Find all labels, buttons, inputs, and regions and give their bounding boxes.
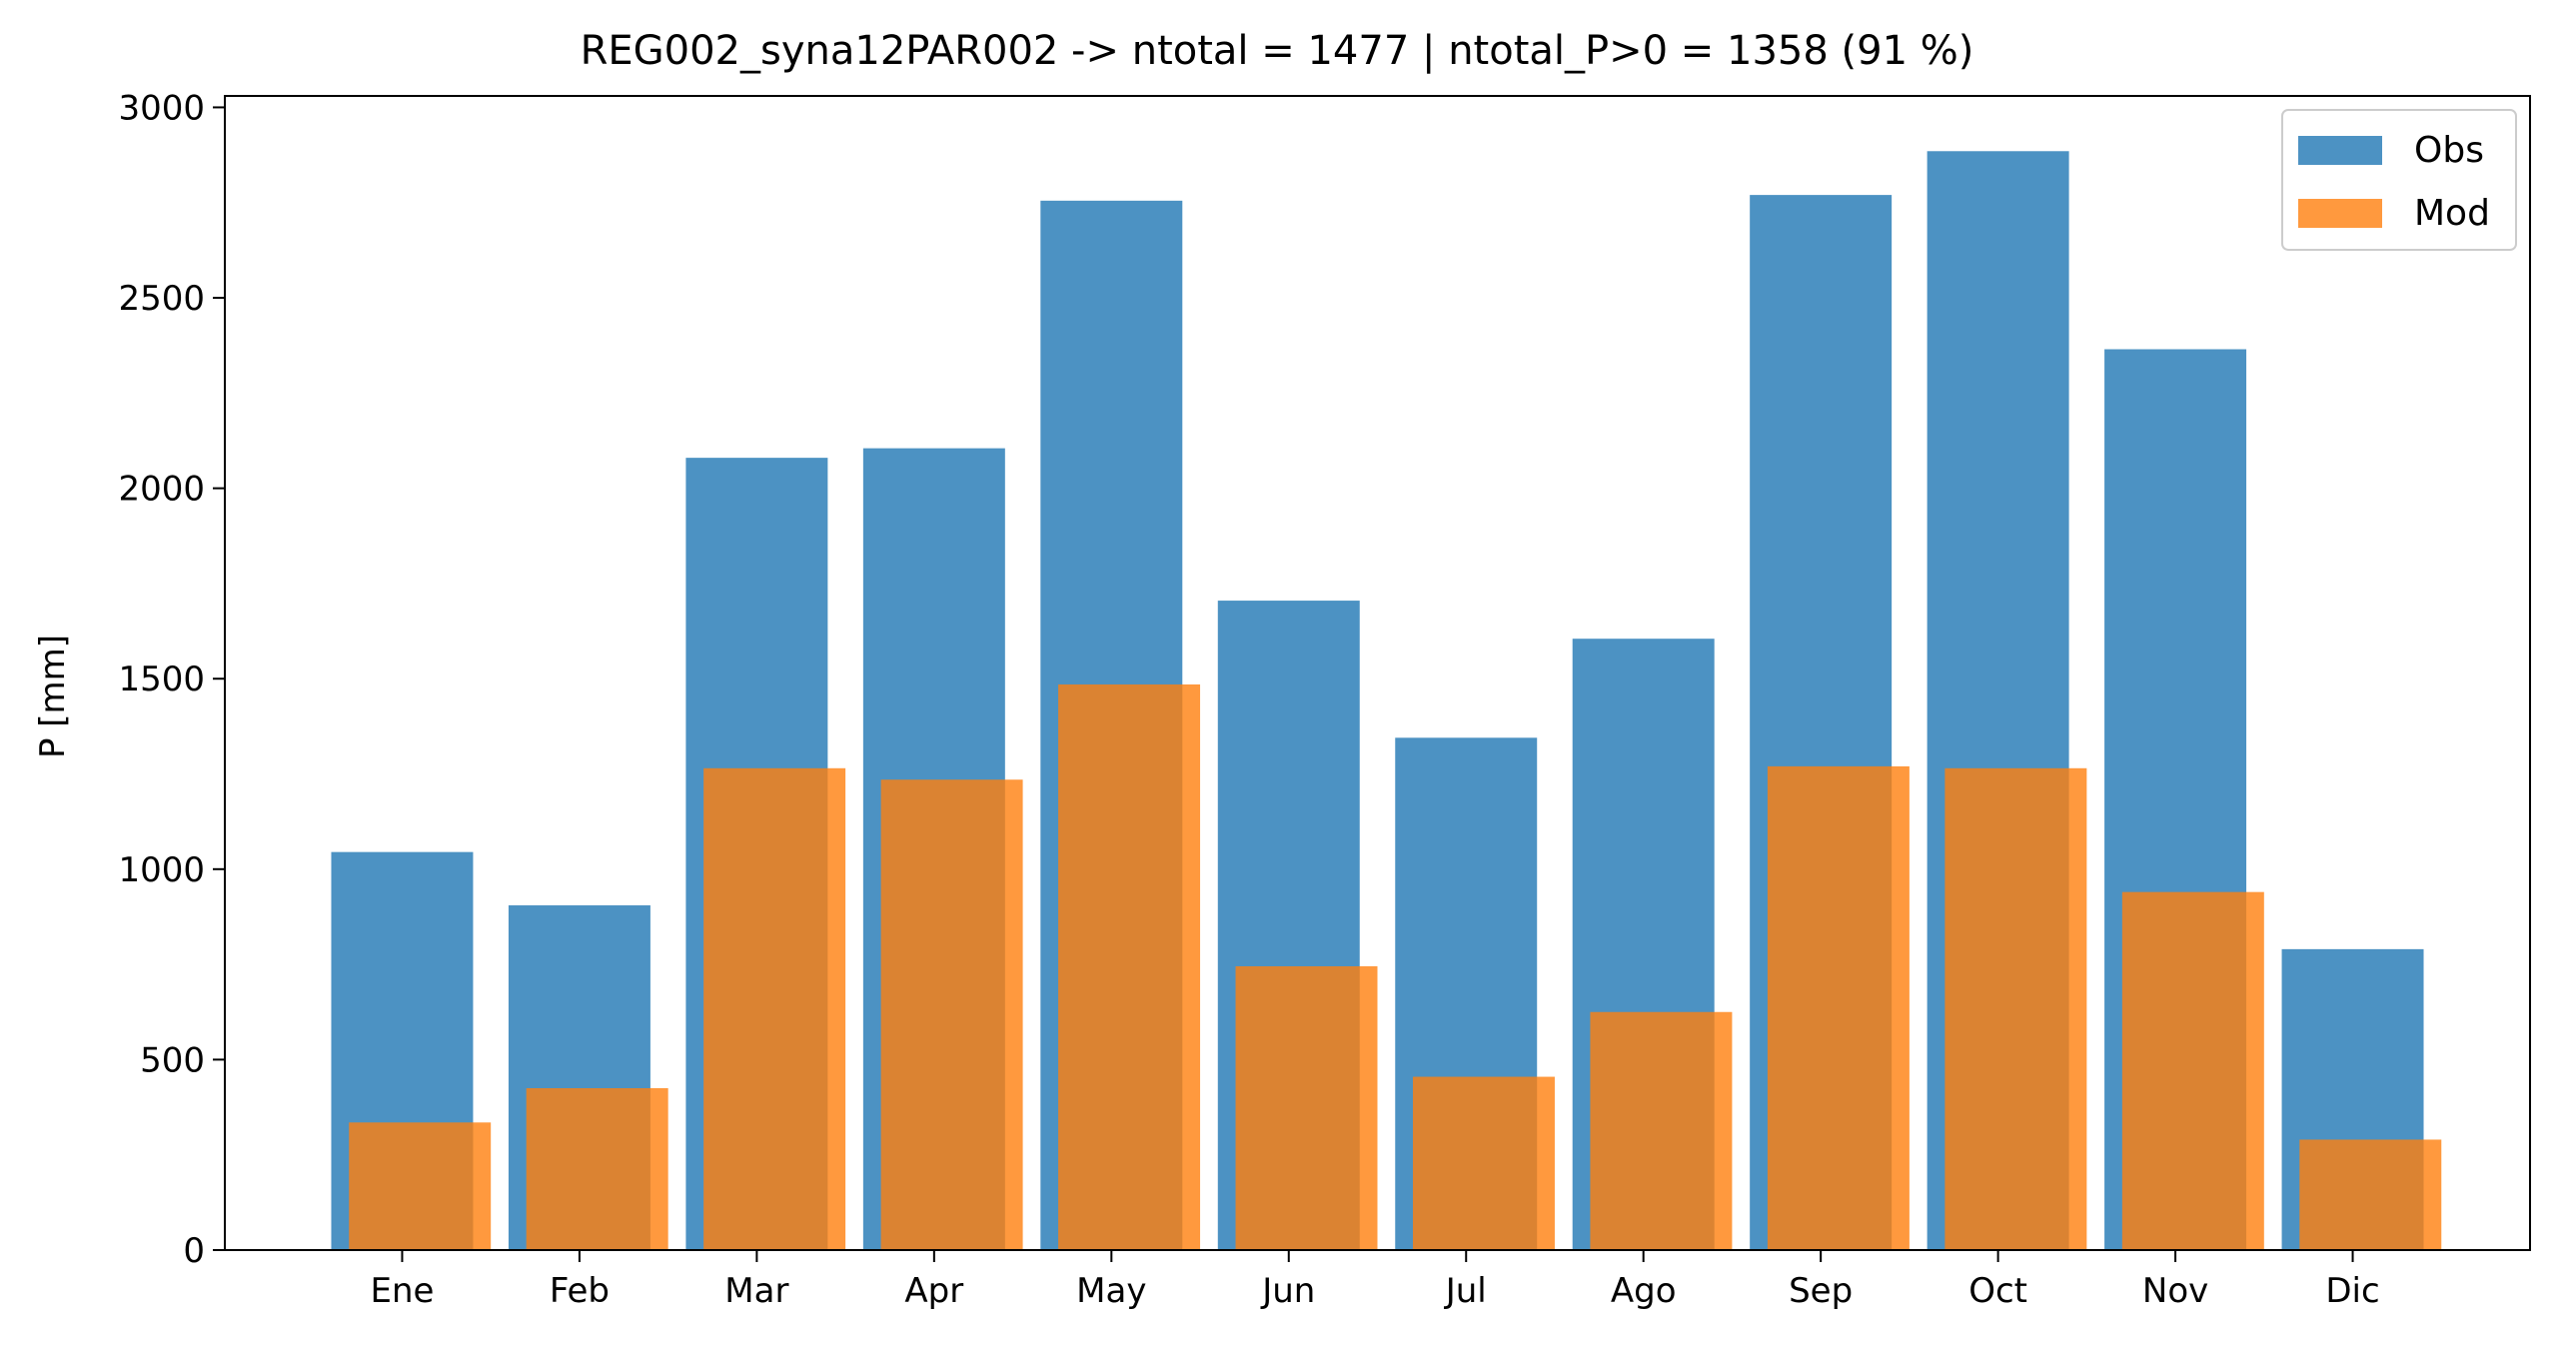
x-tick-label: Jul — [1444, 1271, 1487, 1311]
bar-mod-oct — [1944, 767, 2087, 1250]
bar-mod-mar — [703, 767, 846, 1250]
y-tick-label: 500 — [140, 1040, 205, 1080]
bar-mod-ene — [349, 1122, 492, 1250]
y-tick-label: 1000 — [118, 850, 205, 890]
x-tick-label: Dic — [2325, 1271, 2379, 1311]
x-tick-label: Sep — [1789, 1271, 1853, 1311]
legend-label-obs: Obs — [2414, 130, 2484, 171]
x-tick-label: May — [1076, 1271, 1146, 1311]
bar-mod-may — [1058, 683, 1201, 1250]
legend-swatch-mod — [2298, 199, 2382, 228]
x-tick-label: Jun — [1260, 1271, 1315, 1311]
y-tick-label: 2000 — [118, 470, 205, 510]
x-tick-label: Feb — [550, 1271, 610, 1311]
bar-mod-sep — [1767, 765, 1910, 1250]
bar-mod-nov — [2121, 891, 2264, 1250]
y-tick-label: 1500 — [118, 660, 205, 699]
bar-mod-apr — [880, 779, 1023, 1250]
bar-mod-jul — [1412, 1076, 1555, 1250]
legend-swatch-obs — [2298, 136, 2382, 165]
x-tick-label: Ago — [1611, 1271, 1677, 1311]
axes-frame — [224, 95, 2531, 1251]
x-tick-label: Mar — [724, 1271, 788, 1311]
bars-layer — [331, 151, 2442, 1251]
chart-title: REG002_syna12PAR002 -> ntotal = 1477 | n… — [581, 28, 1974, 74]
axes-layer: 0 500 1000 1500 2000 2500 3000 Ene Feb Mar Apr May J… — [118, 88, 2531, 1311]
bar-mod-feb — [526, 1088, 668, 1250]
x-tick-label: Apr — [904, 1271, 963, 1311]
legend: Obs Mod — [2281, 109, 2517, 251]
y-tick-label: 0 — [183, 1231, 205, 1271]
legend-label-mod: Mod — [2414, 193, 2490, 234]
y-tick-label: 2500 — [118, 279, 205, 319]
x-tick-label: Oct — [1968, 1271, 2027, 1311]
y-axis-label: P [mm] — [33, 635, 73, 758]
bar-mod-dic — [2299, 1139, 2442, 1250]
bar-mod-ago — [1590, 1011, 1733, 1250]
x-tick-label: Ene — [370, 1271, 434, 1311]
x-tick-label: Nov — [2142, 1271, 2208, 1311]
series-mod-bars — [349, 683, 2442, 1250]
y-tick-label: 3000 — [118, 88, 205, 128]
bar-mod-jun — [1235, 966, 1378, 1250]
